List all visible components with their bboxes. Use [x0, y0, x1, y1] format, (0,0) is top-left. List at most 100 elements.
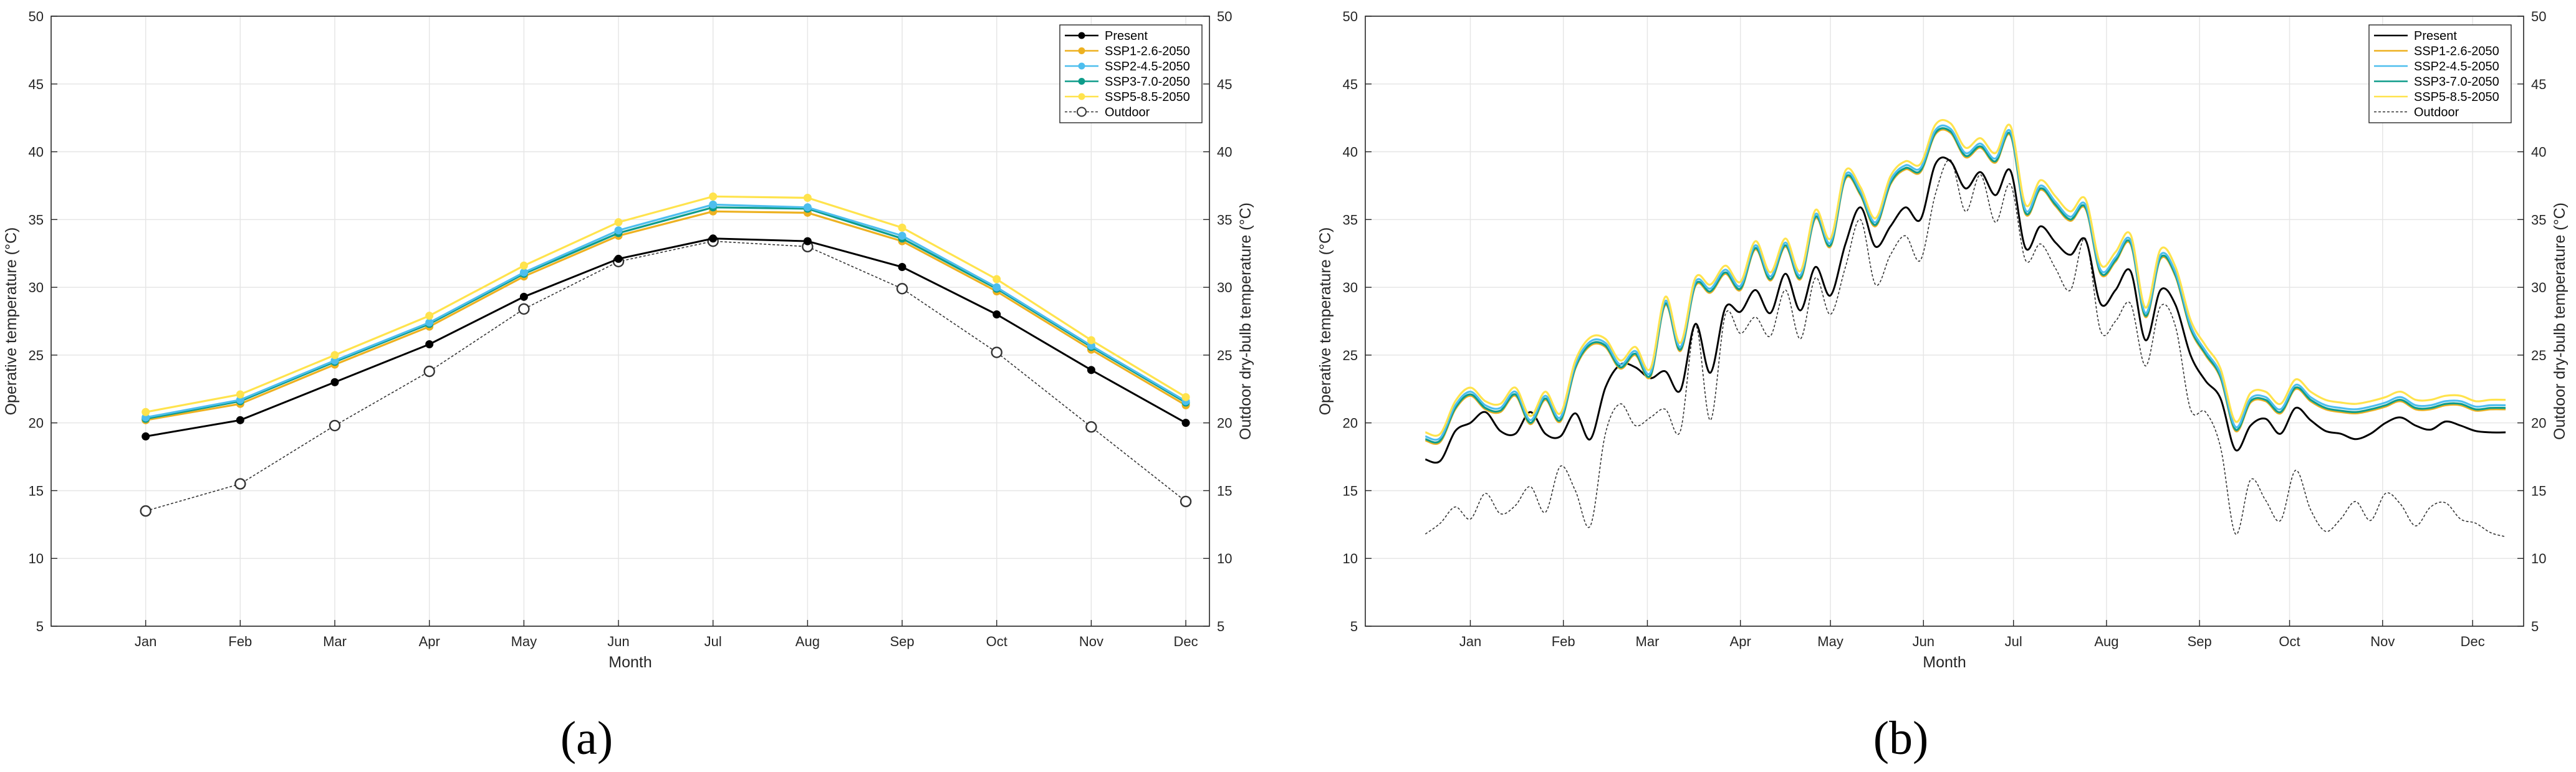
- x-axis-label: Month: [608, 654, 651, 671]
- y-tick-label: 25: [1343, 348, 1358, 363]
- series-line-ssp126: [1425, 128, 2506, 445]
- y-tick-label-right: 40: [1217, 145, 1232, 160]
- series-line-ssp245: [145, 203, 1186, 419]
- y-tick-label-right: 40: [2531, 145, 2546, 160]
- y-tick-label-right: 5: [2531, 619, 2539, 634]
- y-tick-label-right: 10: [2531, 551, 2546, 566]
- y-tick-label-right: 35: [2531, 212, 2546, 227]
- data-point: [236, 416, 244, 424]
- x-tick-label: Jun: [1913, 634, 1934, 649]
- legend-entry-label: SSP1-2.6-2050: [1105, 45, 1190, 59]
- series-line-outdoor: [145, 241, 1186, 512]
- x-tick-label: Nov: [1079, 634, 1103, 649]
- y-tick-label: 20: [29, 416, 44, 431]
- data-point: [518, 303, 530, 315]
- y-tick-label: 50: [29, 9, 44, 24]
- panel-a-chart: 5 5 10 10 15 15 20 20 25 25 30 30 35 35 40 40 45 45 50 50 Ja…: [2, 9, 1254, 765]
- data-point: [519, 268, 528, 277]
- legend-marker: [1078, 47, 1085, 54]
- y-tick-label-right: 45: [1217, 77, 1232, 92]
- data-point: [330, 351, 339, 360]
- x-tick-label: Mar: [323, 634, 347, 649]
- legend-marker: [1078, 32, 1085, 39]
- data-point: [992, 275, 1001, 284]
- x-tick-label: Aug: [2094, 634, 2118, 649]
- y-tick-label: 10: [1343, 551, 1358, 566]
- x-tick-label: May: [1817, 634, 1843, 649]
- x-tick-label: Aug: [795, 634, 820, 649]
- data-point: [896, 283, 908, 295]
- series-line-present: [1425, 156, 2506, 464]
- series-group: [140, 192, 1192, 517]
- x-tick-label: Oct: [986, 634, 1007, 649]
- legend-entry-label: SSP3-7.0-2050: [2414, 75, 2499, 89]
- y-tick-label: 45: [29, 77, 44, 92]
- data-point: [803, 194, 812, 203]
- y-tick-label-right: 30: [1217, 280, 1232, 295]
- y-tick-label-right: 25: [1217, 348, 1232, 363]
- legend-marker: [1078, 93, 1085, 100]
- series-line-ssp585: [1425, 118, 2506, 437]
- y-tick-label-right: 50: [2531, 9, 2546, 24]
- y-tick-label-right: 5: [1217, 619, 1224, 634]
- data-point: [898, 262, 906, 271]
- legend: Present SSP1-2.6-2050SSP2-4.5-2050SSP3-7.…: [1059, 24, 1203, 123]
- data-point: [519, 261, 528, 270]
- panel-b-chart: 5 5 10 10 15 15 20 20 25 25 30 30 35 35 40 40 45 45 50 50 Ja…: [1317, 9, 2569, 765]
- y-axis-label-left: Operative temperature (°C): [2, 227, 20, 416]
- y-tick-label-right: 50: [1217, 9, 1232, 24]
- data-point: [992, 283, 1001, 292]
- plot-frame: [1365, 16, 2524, 627]
- data-point: [709, 200, 718, 209]
- data-point: [142, 407, 150, 416]
- y-tick-label: 25: [29, 348, 44, 363]
- y-tick-label-right: 35: [1217, 212, 1232, 227]
- data-point: [1181, 419, 1190, 427]
- legend-entry-label: SSP2-4.5-2050: [2414, 60, 2499, 74]
- data-point: [234, 478, 246, 490]
- series-line-ssp585: [145, 195, 1186, 413]
- legend-box: [1059, 24, 1203, 123]
- x-tick-label: Jan: [1459, 634, 1481, 649]
- x-tick-label: Feb: [1552, 634, 1575, 649]
- legend-entry-label: SSP1-2.6-2050: [2414, 45, 2499, 59]
- x-tick-label: Jul: [704, 634, 722, 649]
- series-line-outdoor: [1425, 159, 2506, 538]
- x-tick-label: Jun: [607, 634, 629, 649]
- legend-entry-label: SSP3-7.0-2050: [1105, 75, 1190, 89]
- legend-entry-label: SSP5-8.5-2050: [1105, 90, 1190, 104]
- y-tick-label: 10: [29, 551, 44, 566]
- data-point: [898, 223, 906, 232]
- x-tick-label: Dec: [1174, 634, 1198, 649]
- y-tick-label: 30: [29, 280, 44, 295]
- data-point: [991, 346, 1002, 358]
- data-point: [1087, 366, 1095, 374]
- legend-entry-label: Present: [2414, 29, 2457, 43]
- panel-label: (a): [560, 712, 613, 765]
- data-point: [803, 237, 812, 245]
- legend-entry-label: Present: [1105, 29, 1148, 43]
- x-tick-label: May: [511, 634, 537, 649]
- data-point: [1181, 393, 1190, 401]
- legend-entry-label: Outdoor: [2414, 106, 2459, 120]
- y-tick-label-right: 20: [1217, 416, 1232, 431]
- y-axis-label-left: Operative temperature (°C): [1317, 227, 1334, 416]
- y-tick-label-right: 20: [2531, 416, 2546, 431]
- legend: Present SSP1-2.6-2050SSP2-4.5-2050SSP3-7.…: [2368, 24, 2512, 123]
- y-tick-label-right: 15: [2531, 483, 2546, 498]
- data-point: [709, 192, 718, 201]
- legend-marker: [1078, 78, 1085, 85]
- data-point: [330, 378, 339, 386]
- data-point: [140, 505, 151, 517]
- series-line-ssp370: [145, 206, 1186, 420]
- x-tick-label: Jul: [2005, 634, 2022, 649]
- y-tick-label: 15: [1343, 483, 1358, 498]
- series-group: [1425, 118, 2506, 538]
- gridlines: [51, 16, 1209, 627]
- x-tick-label: Apr: [1730, 634, 1751, 649]
- panel-label: (b): [1873, 712, 1929, 765]
- x-tick-label: Feb: [228, 634, 252, 649]
- y-tick-label-right: 30: [2531, 280, 2546, 295]
- legend-marker: [1077, 107, 1087, 117]
- x-tick-label: Mar: [1636, 634, 1660, 649]
